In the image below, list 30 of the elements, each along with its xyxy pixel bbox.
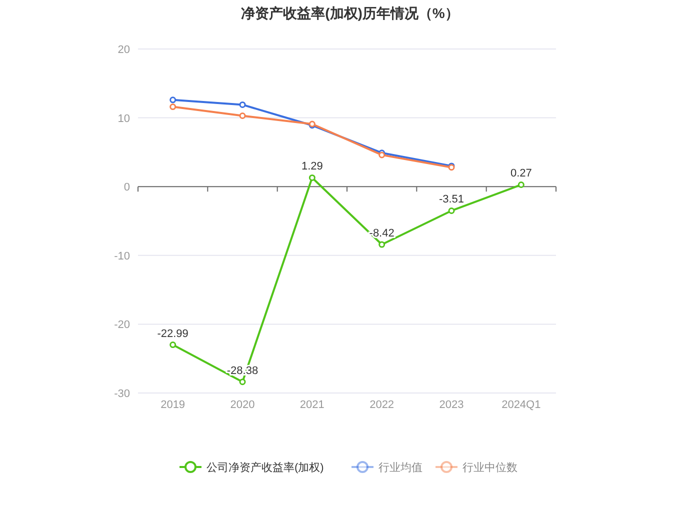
y-tick-label: 10 [118,112,130,125]
x-tick-label: 2020 [230,399,255,411]
point [170,104,176,110]
x-tick-label: 2021 [300,399,324,411]
x-tick-label: 2022 [370,399,394,411]
chart-title: 净资产收益率(加权)历年情况（%） [241,5,459,21]
data-label: 1.29 [301,160,323,173]
data-label: -22.99 [157,328,188,340]
point [170,342,176,348]
point [239,112,246,119]
x-tick-label: 2019 [160,399,186,411]
data-label: 0.27 [510,168,532,180]
y-tick-label: 0 [124,182,130,194]
legend-label: 行业均值 [378,461,422,474]
point [239,101,246,108]
legend-label: 公司净资产收益率(加权) [206,461,324,474]
y-tick-label: 20 [118,44,130,56]
point [518,181,524,188]
legend-label: 行业中位数 [462,461,518,474]
point [239,378,246,386]
point [448,208,455,214]
x-tick-label: 2023 [439,399,464,411]
y-tick-label: -20 [114,319,130,332]
y-tick-label: -30 [114,388,130,400]
point [378,241,386,248]
point [308,174,316,181]
x-tick-label: 2024Q1 [502,399,541,411]
data-label: -3.51 [438,194,464,206]
y-tick-label: -10 [114,250,130,262]
point [170,96,176,104]
